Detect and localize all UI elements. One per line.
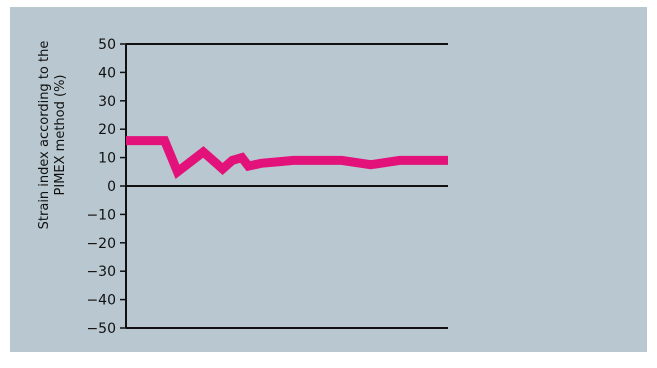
- y-tick-label: 50: [98, 37, 116, 53]
- y-tick-label: −30: [86, 264, 116, 280]
- y-tick-label: −20: [86, 236, 116, 252]
- chart-background: [10, 7, 647, 352]
- y-tick-label: 40: [98, 65, 116, 81]
- chart: Strain index according to the PIMEX meth…: [10, 7, 647, 352]
- chart-panel: Strain index according to the PIMEX meth…: [10, 7, 647, 352]
- y-tick-label: −10: [86, 207, 116, 223]
- y-tick-label: −50: [86, 321, 116, 337]
- y-axis-title: Strain index according to the PIMEX meth…: [37, 41, 68, 230]
- y-ticks: 50 40 30 20 10 0 −10 −20 −30 −40 −50: [86, 37, 126, 337]
- y-tick-label: 20: [98, 122, 116, 138]
- series-line: [126, 136, 448, 179]
- y-tick-label: −40: [86, 293, 116, 309]
- y-tick-label: 10: [98, 151, 116, 167]
- y-axis-title-line-2: PIMEX method (%): [53, 75, 68, 196]
- y-tick-label: 0: [107, 179, 116, 195]
- y-axis-title-line-1: Strain index according to the: [37, 41, 52, 230]
- y-tick-label: 30: [98, 94, 116, 110]
- series-layer: [126, 136, 448, 179]
